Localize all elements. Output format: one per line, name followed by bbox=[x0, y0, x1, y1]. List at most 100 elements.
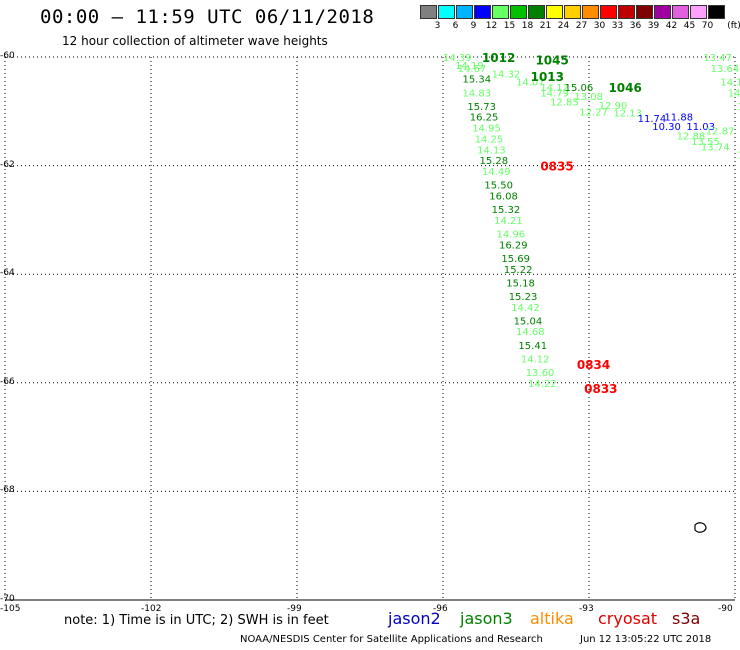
pass-time-label: 0835 bbox=[540, 160, 573, 174]
wave-height-label: 15.06 bbox=[565, 83, 594, 94]
pass-time-label: 1013 bbox=[531, 70, 564, 84]
wave-height-label: 15.23 bbox=[509, 292, 538, 303]
pass-time-label: 0833 bbox=[584, 382, 617, 396]
mission-s3a: s3a bbox=[672, 609, 701, 628]
mission-jason2: jason2 bbox=[388, 609, 441, 628]
lat-lon-grid bbox=[4, 56, 736, 601]
wave-height-label: 14.67 bbox=[458, 64, 487, 75]
scale-label: 70 bbox=[701, 21, 714, 31]
wave-height-label: 15.04 bbox=[514, 316, 543, 327]
wave-height-label: 15.50 bbox=[484, 181, 513, 192]
wave-height-label: 14.19 bbox=[455, 61, 484, 72]
scale-label: 45 bbox=[683, 21, 696, 31]
wave-height-label: 14.13 bbox=[477, 145, 506, 156]
scale-unit: (ft) bbox=[727, 21, 740, 31]
wave-height-label: 10.30 bbox=[652, 122, 681, 133]
scale-label: 42 bbox=[665, 21, 678, 31]
scale-label: 18 bbox=[521, 21, 534, 31]
scale-swatch bbox=[618, 5, 635, 19]
scale-label: 12 bbox=[485, 21, 498, 31]
footer-timestamp: Jun 12 13:05:22 UTC 2018 bbox=[580, 634, 712, 645]
wave-height-label: 14.22 bbox=[528, 379, 557, 390]
wave-height-label: 12.90 bbox=[599, 101, 628, 112]
pass-time-label: 0834 bbox=[577, 358, 610, 372]
wave-height-label: 14.25 bbox=[475, 134, 504, 145]
wave-height-label: 14.14 bbox=[720, 77, 740, 88]
wave-height-label: 12.88 bbox=[677, 132, 706, 143]
scale-swatch bbox=[582, 5, 599, 19]
scale-swatch bbox=[510, 5, 527, 19]
scale-swatch bbox=[438, 5, 455, 19]
wave-height-label: 12.27 bbox=[579, 107, 608, 118]
wave-height-label: 15.22 bbox=[504, 265, 533, 276]
wave-height-label: 14.07 bbox=[728, 88, 740, 99]
scale-label: 27 bbox=[575, 21, 588, 31]
scale-swatch bbox=[636, 5, 653, 19]
scale-swatch bbox=[528, 5, 545, 19]
wave-height-label: 14.12 bbox=[521, 354, 550, 365]
scale-label: 24 bbox=[557, 21, 570, 31]
lon-tick-label: -90 bbox=[718, 604, 733, 614]
wave-height-label: 12.13 bbox=[613, 108, 642, 119]
lat-tick-label: -68 bbox=[0, 485, 15, 496]
wave-height-label: 13.55 bbox=[691, 137, 720, 148]
scale-label: 21 bbox=[539, 21, 552, 31]
mission-altika: altika bbox=[530, 609, 574, 628]
wave-height-label: 12.28 bbox=[737, 102, 740, 113]
wave-height-label: 14.12 bbox=[540, 83, 569, 94]
wave-height-label: 15.73 bbox=[467, 102, 496, 113]
wave-height-label: 15.41 bbox=[518, 341, 547, 352]
wave-height-label: 13.47 bbox=[703, 53, 732, 64]
wave-height-label: 15.32 bbox=[492, 205, 521, 216]
wave-height-label: 14.68 bbox=[516, 327, 545, 338]
footer-credit: NOAA/NESDIS Center for Satellite Applica… bbox=[240, 634, 543, 645]
wave-height-label: 14.79 bbox=[540, 88, 569, 99]
wave-height-label: 14.42 bbox=[511, 303, 540, 314]
pass-time-label: 1012 bbox=[482, 51, 515, 65]
scale-swatch bbox=[420, 5, 437, 19]
scale-label: 15 bbox=[503, 21, 516, 31]
scale-swatch bbox=[546, 5, 563, 19]
wave-height-label: 14.96 bbox=[497, 229, 526, 240]
wave-height-label: 14.49 bbox=[482, 167, 511, 178]
wave-height-label: 15.69 bbox=[501, 254, 530, 265]
scale-swatch bbox=[564, 5, 581, 19]
scale-label: 39 bbox=[647, 21, 660, 31]
page-subtitle: 12 hour collection of altimeter wave hei… bbox=[62, 34, 328, 48]
lon-tick-label: -105 bbox=[0, 604, 21, 614]
wave-height-label: 15.18 bbox=[506, 278, 535, 289]
scale-swatch bbox=[690, 5, 707, 19]
wave-height-label: 11.74 bbox=[638, 114, 667, 125]
lon-tick-label: -99 bbox=[287, 604, 302, 614]
wave-height-label: 11.88 bbox=[664, 113, 693, 124]
footer-note: note: 1) Time is in UTC; 2) SWH is in fe… bbox=[64, 613, 329, 628]
wave-height-label: 14.95 bbox=[472, 124, 501, 135]
scale-swatch bbox=[600, 5, 617, 19]
wave-height-label: 14.83 bbox=[462, 88, 491, 99]
scale-label: 30 bbox=[593, 21, 606, 31]
mission-jason3: jason3 bbox=[460, 609, 513, 628]
lon-tick-label: -93 bbox=[579, 604, 594, 614]
wave-height-label: 11.03 bbox=[686, 122, 715, 133]
lat-tick-label: -60 bbox=[0, 51, 15, 61]
scale-swatch bbox=[672, 5, 689, 19]
wave-height-label: 14.39 bbox=[443, 53, 472, 64]
lat-tick-label: -64 bbox=[0, 268, 15, 279]
pass-time-label: 1046 bbox=[608, 81, 641, 95]
wave-height-label: 14.07 bbox=[516, 77, 545, 88]
wave-height-label: 12.87 bbox=[706, 126, 735, 137]
scale-swatch bbox=[654, 5, 671, 19]
scale-label: 6 bbox=[452, 21, 459, 31]
scale-label: 33 bbox=[611, 21, 624, 31]
scale-swatch bbox=[456, 5, 473, 19]
wave-height-label: 13.74 bbox=[701, 143, 730, 154]
mission-cryosat: cryosat bbox=[598, 609, 658, 628]
island-outline bbox=[694, 522, 707, 533]
wave-height-label: 15.34 bbox=[462, 75, 491, 86]
scale-label: 3 bbox=[434, 21, 441, 31]
wave-height-label: 16.25 bbox=[470, 113, 499, 124]
wave-height-label: 16.08 bbox=[489, 191, 518, 202]
lon-tick-label: -96 bbox=[433, 604, 448, 614]
